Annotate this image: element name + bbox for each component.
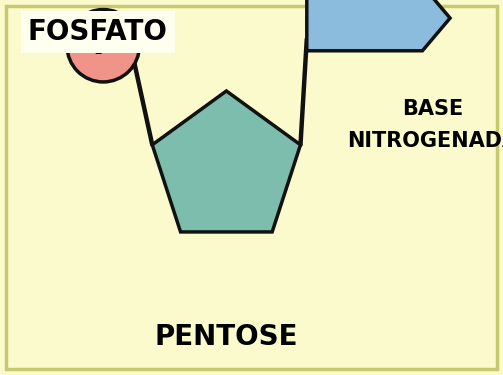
Text: NITROGENADA: NITROGENADA bbox=[347, 131, 503, 151]
Ellipse shape bbox=[67, 9, 139, 82]
Polygon shape bbox=[307, 0, 450, 51]
Text: FOSFATO: FOSFATO bbox=[28, 18, 167, 46]
Text: P: P bbox=[92, 31, 114, 60]
FancyBboxPatch shape bbox=[6, 6, 497, 369]
Polygon shape bbox=[152, 91, 300, 232]
Text: PENTOSE: PENTOSE bbox=[154, 323, 298, 351]
Text: BASE: BASE bbox=[402, 99, 463, 118]
